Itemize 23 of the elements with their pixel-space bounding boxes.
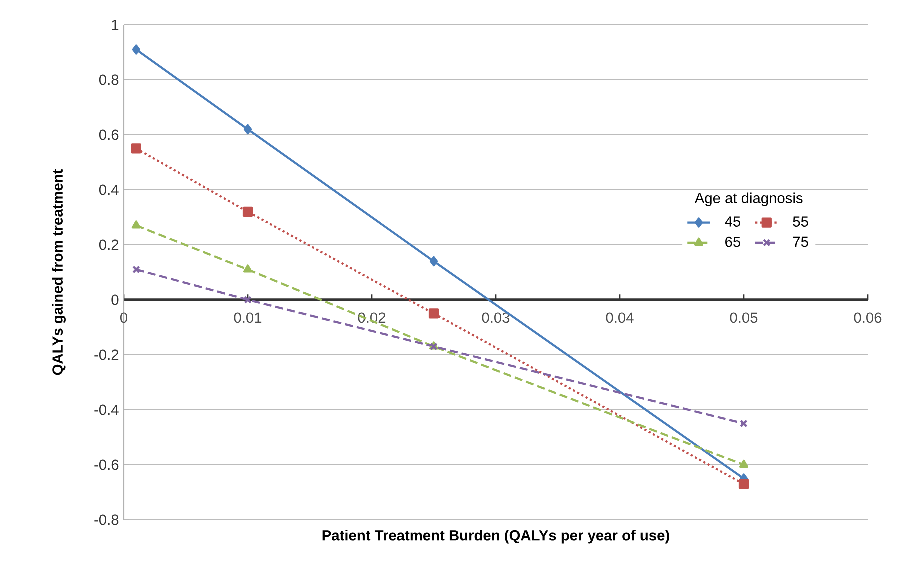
x-tick-label: 0.01 <box>234 312 262 324</box>
y-axis-title: QALYs gained from treatment <box>52 169 66 376</box>
legend-label: 65 <box>726 236 740 248</box>
y-tick-label: 0.4 <box>99 184 119 196</box>
x-tick-label: 0.04 <box>606 312 634 324</box>
legend-label: 55 <box>793 216 808 227</box>
y-tick-label: -0.8 <box>94 514 119 526</box>
y-tick-label: 0.8 <box>99 74 119 86</box>
y-tick-label: 1 <box>112 20 119 30</box>
x-tick-label: 0.03 <box>482 312 510 324</box>
y-tick-label: 0.6 <box>99 130 119 140</box>
y-tick-label: 0 <box>112 294 119 306</box>
x-tick-label: 0.05 <box>730 312 758 324</box>
x-tick-label: 0 <box>120 312 128 324</box>
y-tick-label: -0.2 <box>94 350 119 360</box>
legend-title: Age at diagnosis <box>694 192 803 206</box>
x-axis-title: Patient Treatment Burden (QALYs per year of use) <box>322 530 670 544</box>
legend-label: 75 <box>793 236 808 248</box>
y-tick-label: -0.4 <box>94 404 119 416</box>
legend-label: 45 <box>725 216 740 227</box>
y-tick-label: 0.2 <box>99 240 119 250</box>
y-tick-label: -0.6 <box>94 460 119 470</box>
x-tick-label: 0.06 <box>854 312 882 324</box>
